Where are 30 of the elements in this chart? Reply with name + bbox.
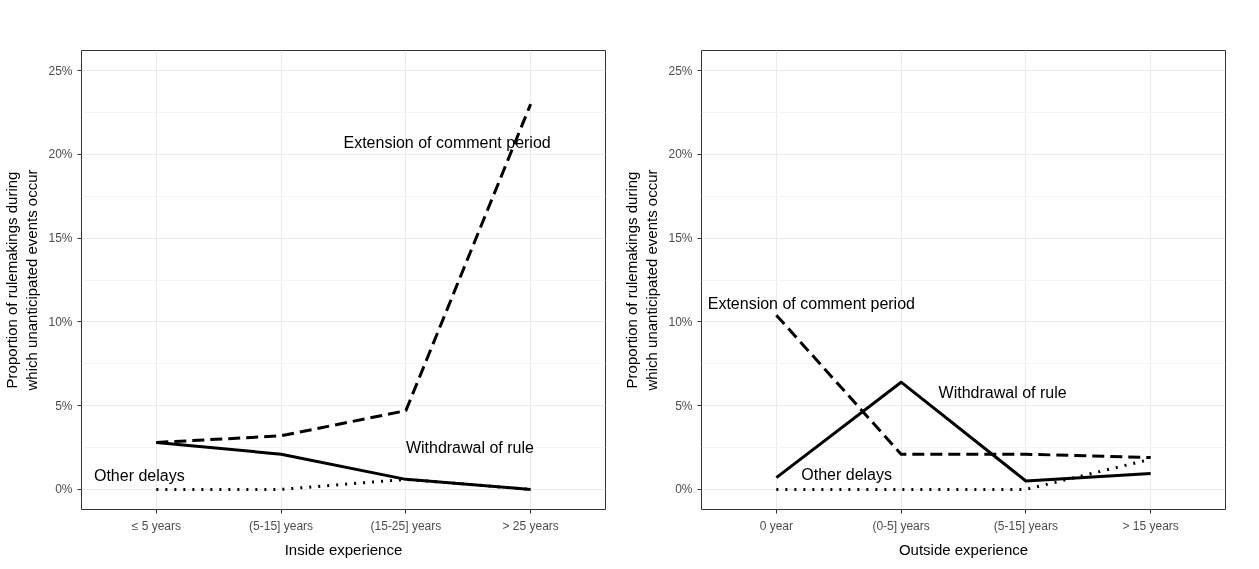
series-label: Extension of comment period: [343, 134, 551, 152]
y-axis-title: Proportion of rulemakings during which unanticipated events occur: [3, 169, 41, 392]
y-tick-label: 20%: [48, 147, 73, 162]
x-tick-label: (5-15] years: [249, 518, 314, 533]
y-tick-label: 25%: [668, 63, 693, 78]
x-axis-title: Outside experience: [898, 540, 1029, 558]
series-label: Withdrawal of rule: [938, 383, 1067, 401]
y-tick-label: 5%: [55, 398, 73, 413]
y-tick-label: 15%: [668, 231, 693, 246]
x-tick-label: ≤ 5 years: [131, 518, 181, 533]
y-tick-label: 10%: [48, 314, 73, 329]
text: Extension of comment period: [707, 294, 915, 312]
x-tick-label: > 25 years: [502, 518, 559, 533]
y-tick-label: 20%: [668, 147, 693, 162]
x-tick-label: > 15 years: [1122, 518, 1179, 533]
y-tick-label: 0%: [55, 482, 73, 497]
y-axis-title: Proportion of rulemakings during which unanticipated events occur: [623, 169, 661, 392]
series-label: Other delays: [801, 465, 893, 483]
series-label: Other delays: [93, 467, 185, 485]
y-tick-label: 25%: [48, 63, 73, 78]
x-axis-title: Inside experience: [284, 540, 403, 558]
x-tick-label: (0-5] years: [872, 518, 930, 533]
y-tick-label: 5%: [675, 398, 693, 413]
y-tick-label: 15%: [48, 231, 73, 246]
x-tick-label: (5-15] years: [993, 518, 1058, 533]
x-tick-label: (15-25] years: [370, 518, 442, 533]
y-tick-label: 10%: [668, 314, 693, 329]
y-tick-label: 0%: [675, 482, 693, 497]
x-tick-label: 0 year: [759, 518, 794, 533]
series-label: Withdrawal of rule: [405, 438, 535, 456]
